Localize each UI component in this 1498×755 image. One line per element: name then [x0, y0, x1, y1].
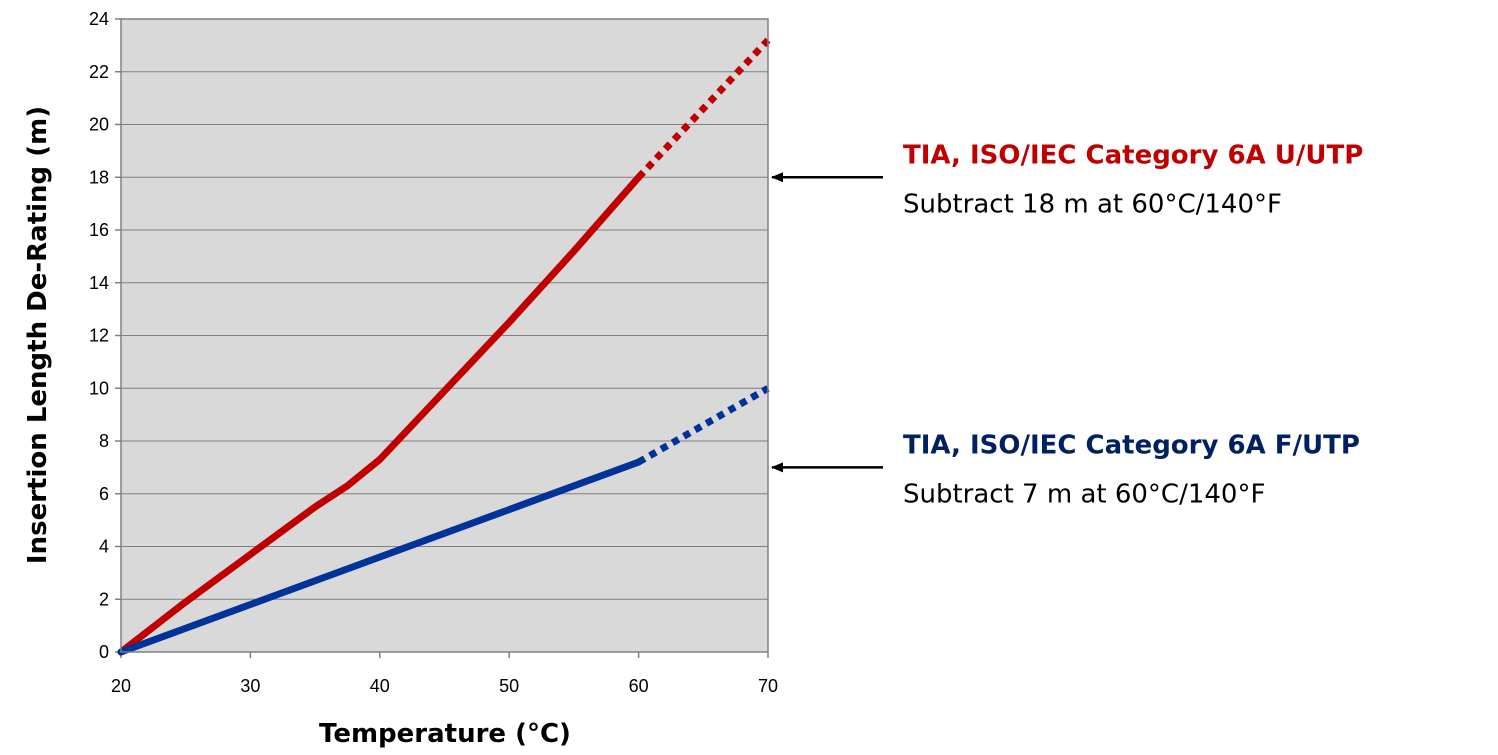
series-1-line: [117, 173, 643, 656]
y-tick-label: 2: [99, 589, 109, 609]
y-tick-label: 8: [99, 431, 109, 451]
x-tick-label: 20: [111, 676, 131, 696]
series-1-extrapolation-line: [636, 37, 771, 180]
x-tick-label: 40: [370, 676, 390, 696]
annotation-title: TIA, ISO/IEC Category 6A F/UTP: [903, 430, 1360, 460]
x-tick-label: 70: [758, 676, 778, 696]
y-tick-label: 16: [89, 220, 109, 240]
y-tick-label: 24: [89, 9, 109, 29]
y-axis-title: Insertion Length De-Rating (m): [23, 106, 53, 564]
annotation-title: TIA, ISO/IEC Category 6A U/UTP: [903, 140, 1363, 170]
y-tick-label: 14: [89, 273, 109, 293]
y-tick-label: 6: [99, 484, 109, 504]
y-tick-label: 4: [99, 537, 109, 557]
y-tick-label: 20: [89, 115, 109, 135]
annotation-subtitle: Subtract 7 m at 60°C/140°F: [903, 479, 1265, 509]
y-tick-label: 22: [89, 62, 109, 82]
y-tick-label: 10: [89, 378, 109, 398]
x-tick-label: 50: [499, 676, 519, 696]
series-2-line: [117, 458, 643, 656]
x-axis-title: Temperature (°C): [319, 719, 571, 749]
y-tick-label: 12: [89, 326, 109, 346]
x-tick-label: 30: [240, 676, 260, 696]
y-tick-label: 18: [89, 167, 109, 187]
x-tick-label: 60: [629, 676, 649, 696]
plot-border: [120, 18, 769, 653]
y-tick-label: 0: [99, 642, 109, 662]
annotation-subtitle: Subtract 18 m at 60°C/140°F: [903, 189, 1282, 219]
